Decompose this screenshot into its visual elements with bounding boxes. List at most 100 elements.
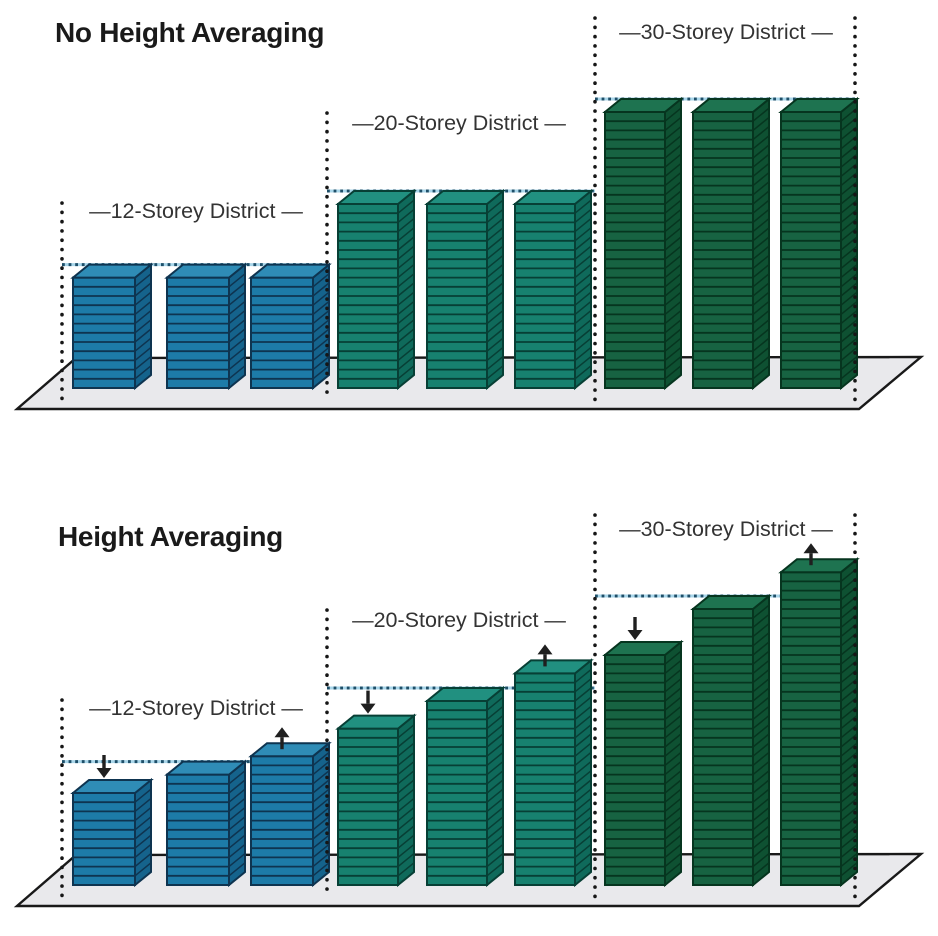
building bbox=[248, 262, 332, 391]
storey-line-side bbox=[664, 825, 682, 840]
down-arrow-icon bbox=[96, 755, 112, 778]
storey-line-side bbox=[312, 770, 330, 785]
storey-line-side bbox=[664, 282, 682, 297]
storey-line-side bbox=[574, 319, 592, 334]
storey-line-side bbox=[312, 346, 330, 361]
storey-line-side bbox=[312, 853, 330, 868]
building-front-face bbox=[514, 672, 576, 886]
storey-line-side bbox=[134, 300, 152, 315]
storey-line-side bbox=[312, 843, 330, 858]
storey-line-side bbox=[486, 218, 504, 233]
storey-line-side bbox=[228, 843, 246, 858]
storey-line-side bbox=[752, 172, 770, 187]
storey-line-side bbox=[397, 282, 415, 297]
storey-line-side bbox=[486, 807, 504, 822]
storey-line-side bbox=[312, 273, 330, 288]
storey-line-side bbox=[752, 365, 770, 380]
storey-line-side bbox=[397, 245, 415, 260]
up-arrow-icon bbox=[803, 543, 819, 566]
storey-line-side bbox=[397, 834, 415, 849]
storey-line-side bbox=[840, 254, 858, 269]
panel-no-height-averaging: No Height Averaging —12-Storey District … bbox=[0, 0, 938, 414]
storey-line-side bbox=[752, 282, 770, 297]
storey-line-side bbox=[574, 761, 592, 776]
storey-line-side bbox=[840, 245, 858, 260]
up-arrow-icon bbox=[537, 644, 553, 667]
storey-line-side bbox=[574, 365, 592, 380]
storey-line-side bbox=[752, 356, 770, 371]
building-top-face bbox=[70, 263, 154, 279]
storey-line-side bbox=[486, 779, 504, 794]
storey-line-side bbox=[228, 862, 246, 877]
storey-line-side bbox=[228, 797, 246, 812]
storey-line-side bbox=[574, 751, 592, 766]
storey-line-side bbox=[664, 356, 682, 371]
storey-line-side bbox=[397, 797, 415, 812]
storey-line-side bbox=[486, 862, 504, 877]
storey-line-side bbox=[228, 770, 246, 785]
storey-line-side bbox=[397, 236, 415, 251]
storey-line-side bbox=[752, 208, 770, 223]
storey-line-side bbox=[312, 788, 330, 803]
storey-line-side bbox=[574, 310, 592, 325]
storey-line-side bbox=[840, 705, 858, 720]
storey-line-side bbox=[752, 181, 770, 196]
storey-line-side bbox=[486, 236, 504, 251]
storey-line-side bbox=[574, 742, 592, 757]
storey-line-side bbox=[574, 678, 592, 693]
storey-line-side bbox=[752, 843, 770, 858]
storey-line-side bbox=[486, 282, 504, 297]
storey-line-side bbox=[664, 678, 682, 693]
storey-line-side bbox=[312, 779, 330, 794]
storey-line-side bbox=[397, 199, 415, 214]
storey-line-side bbox=[574, 843, 592, 858]
storey-line-side bbox=[840, 218, 858, 233]
building bbox=[335, 713, 417, 888]
storey-line-side bbox=[840, 807, 858, 822]
storey-line-side bbox=[664, 788, 682, 803]
storey-line-side bbox=[840, 761, 858, 776]
storey-line-side bbox=[840, 319, 858, 334]
storey-line-side bbox=[397, 770, 415, 785]
storey-line-side bbox=[664, 116, 682, 131]
storey-line-side bbox=[486, 715, 504, 730]
storey-line-side bbox=[228, 825, 246, 840]
building-top-face bbox=[164, 263, 248, 279]
storey-line-side bbox=[574, 328, 592, 343]
storey-line-side bbox=[574, 779, 592, 794]
storey-line-side bbox=[840, 788, 858, 803]
storey-line-side bbox=[574, 245, 592, 260]
storey-line-side bbox=[664, 751, 682, 766]
storey-line-side bbox=[397, 328, 415, 343]
storey-line-side bbox=[574, 199, 592, 214]
storey-line-side bbox=[228, 337, 246, 352]
storey-line-side bbox=[664, 770, 682, 785]
storey-line-side bbox=[664, 779, 682, 794]
storey-line-side bbox=[228, 328, 246, 343]
district-label: —12-Storey District — bbox=[89, 199, 303, 223]
storey-line-side bbox=[752, 788, 770, 803]
storey-line-side bbox=[752, 245, 770, 260]
storey-line-side bbox=[664, 365, 682, 380]
storey-line-side bbox=[664, 162, 682, 177]
building bbox=[690, 96, 772, 391]
storey-line-side bbox=[840, 300, 858, 315]
storey-line-side bbox=[486, 199, 504, 214]
storey-line-side bbox=[840, 797, 858, 812]
storey-line-side bbox=[574, 300, 592, 315]
storey-line-side bbox=[840, 356, 858, 371]
storey-line-side bbox=[840, 291, 858, 306]
building-top-face bbox=[512, 190, 594, 205]
storey-line-side bbox=[664, 310, 682, 325]
storey-line-side bbox=[486, 733, 504, 748]
storey-line-side bbox=[486, 208, 504, 223]
storey-line-side bbox=[134, 853, 152, 868]
storey-line-side bbox=[752, 264, 770, 279]
storey-line-side bbox=[664, 181, 682, 196]
storey-line-side bbox=[397, 264, 415, 279]
storey-line-side bbox=[486, 770, 504, 785]
storey-line-side bbox=[134, 365, 152, 380]
storey-line-side bbox=[840, 282, 858, 297]
storey-line-side bbox=[574, 733, 592, 748]
